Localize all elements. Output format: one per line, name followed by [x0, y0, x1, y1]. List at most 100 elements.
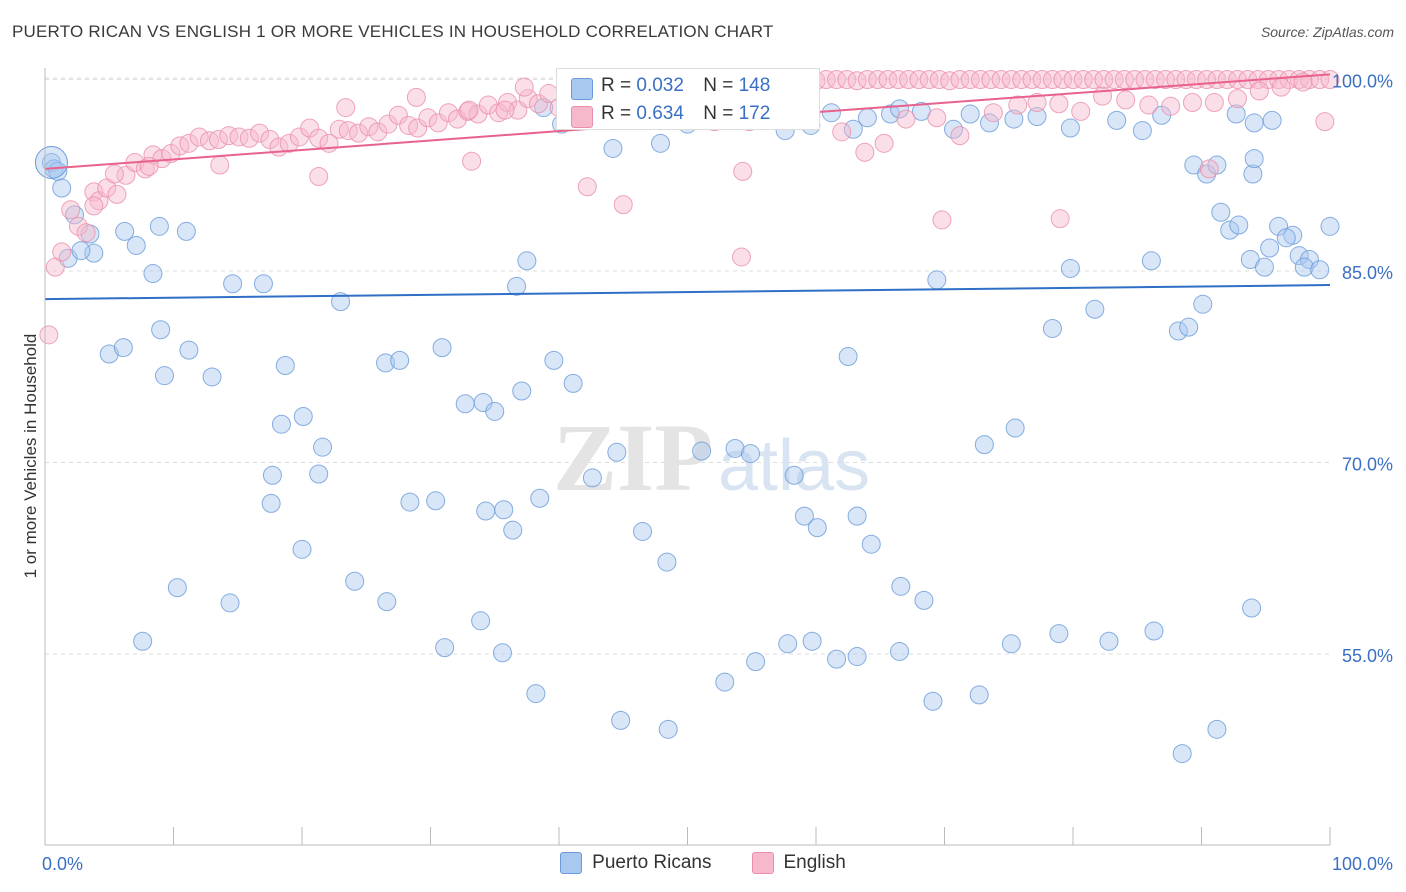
- english-point: [76, 223, 96, 243]
- source-label: Source: ZipAtlas.com: [1260, 24, 1394, 40]
- puerto-rican-point: [1027, 107, 1047, 127]
- legend-item-english[interactable]: English: [751, 852, 846, 874]
- puerto-rican-point: [1294, 257, 1314, 277]
- stats-n-value-pink: 172: [738, 103, 771, 124]
- english-point: [84, 182, 104, 202]
- stats-n-value-blue: 148: [738, 75, 771, 96]
- puerto-rican-point: [881, 104, 901, 124]
- english-point: [1156, 70, 1176, 89]
- puerto-rican-point: [432, 338, 452, 358]
- y-tick-label: 55.0%: [1342, 646, 1393, 666]
- puerto-rican-point: [435, 638, 455, 658]
- puerto-rican-point: [155, 366, 175, 386]
- english-point: [239, 128, 259, 148]
- puerto-rican-point: [1226, 104, 1246, 124]
- puerto-rican-point: [115, 221, 135, 241]
- chart-title: PUERTO RICAN VS ENGLISH 1 OR MORE VEHICL…: [12, 22, 774, 41]
- puerto-rican-point: [923, 691, 943, 711]
- english-point: [349, 123, 369, 143]
- legend-label-english: English: [783, 852, 846, 873]
- english-point: [950, 70, 970, 89]
- puerto-rican-trend-line: [44, 284, 1331, 301]
- puerto-rican-point: [376, 353, 396, 373]
- puerto-rican-point: [1042, 318, 1062, 338]
- english-point: [878, 70, 898, 89]
- puerto-rican-point: [494, 500, 514, 520]
- english-point: [1315, 112, 1335, 132]
- puerto-rican-point: [71, 241, 91, 261]
- puerto-rican-point: [651, 133, 671, 153]
- english-point: [927, 108, 947, 128]
- puerto-rican-point: [143, 264, 163, 284]
- puerto-rican-point: [1220, 220, 1240, 240]
- english-point: [950, 126, 970, 146]
- puerto-rican-point: [176, 221, 196, 241]
- puerto-rican-point: [1179, 317, 1199, 337]
- english-point: [189, 127, 209, 147]
- axes: 55.0% 70.0% 85.0% 100.0% 0.0% 100.0%: [42, 68, 1393, 874]
- puerto-rican-point: [292, 539, 312, 559]
- english-point: [528, 94, 548, 114]
- english-point: [1049, 94, 1069, 114]
- english-point: [1227, 89, 1247, 109]
- english-point: [459, 100, 479, 120]
- english-point: [577, 177, 597, 197]
- english-point: [1116, 90, 1136, 110]
- english-point: [827, 70, 847, 89]
- puerto-rican-point: [1193, 294, 1213, 314]
- puerto-rican-point: [377, 592, 397, 612]
- puerto-rican-point: [979, 113, 999, 133]
- puerto-rican-point: [725, 438, 745, 458]
- english-point: [1227, 70, 1247, 89]
- puerto-rican-point: [52, 178, 72, 198]
- english-point: [408, 118, 428, 138]
- puerto-rican-point: [544, 350, 564, 370]
- english-point: [899, 70, 919, 89]
- english-point: [1094, 70, 1114, 89]
- english-point: [832, 122, 852, 142]
- legend-item-puerto-ricans[interactable]: Puerto Ricans: [560, 852, 712, 874]
- english-point: [970, 70, 990, 89]
- english-point: [208, 130, 228, 150]
- puerto-rican-point: [1132, 121, 1152, 141]
- english-point: [1139, 95, 1159, 115]
- legend-swatch-pink: [751, 852, 774, 874]
- puerto-rican-point: [202, 367, 222, 387]
- puerto-rican-point: [960, 104, 980, 124]
- puerto-rican-point: [1260, 238, 1280, 258]
- puerto-rican-point: [99, 344, 119, 364]
- puerto-rican-point: [262, 465, 282, 485]
- english-point: [1008, 95, 1028, 115]
- stats-swatch-pink: [571, 106, 593, 128]
- puerto-rican-point: [778, 634, 798, 654]
- puerto-rican-point: [563, 373, 583, 393]
- puerto-rican-point: [261, 493, 281, 513]
- puerto-rican-point: [512, 381, 532, 401]
- puerto-rican-point: [1144, 621, 1164, 641]
- puerto-rican-point: [914, 590, 934, 610]
- puerto-rican-point: [293, 407, 313, 427]
- english-point: [1114, 70, 1134, 89]
- english-point: [388, 105, 408, 125]
- puerto-rican-point-large: [34, 145, 68, 179]
- english-point: [462, 151, 482, 171]
- puerto-rican-point: [313, 437, 333, 457]
- puerto-rican-point: [1099, 631, 1119, 651]
- english-point: [847, 71, 867, 91]
- puerto-rican-point: [890, 641, 910, 661]
- puerto-rican-point: [821, 103, 841, 123]
- puerto-rican-point: [390, 350, 410, 370]
- english-point: [1084, 70, 1104, 89]
- puerto-rican-point: [113, 338, 133, 358]
- puerto-rican-point: [890, 99, 910, 119]
- x-tick-label: 0.0%: [42, 854, 83, 874]
- puerto-rican-point: [271, 414, 291, 434]
- english-point: [731, 247, 751, 267]
- data-points: [34, 70, 1340, 764]
- puerto-rican-point: [149, 216, 169, 236]
- puerto-rican-point: [838, 347, 858, 367]
- puerto-rican-point: [1060, 258, 1080, 278]
- english-point: [1249, 81, 1269, 101]
- puerto-rican-point: [784, 465, 804, 485]
